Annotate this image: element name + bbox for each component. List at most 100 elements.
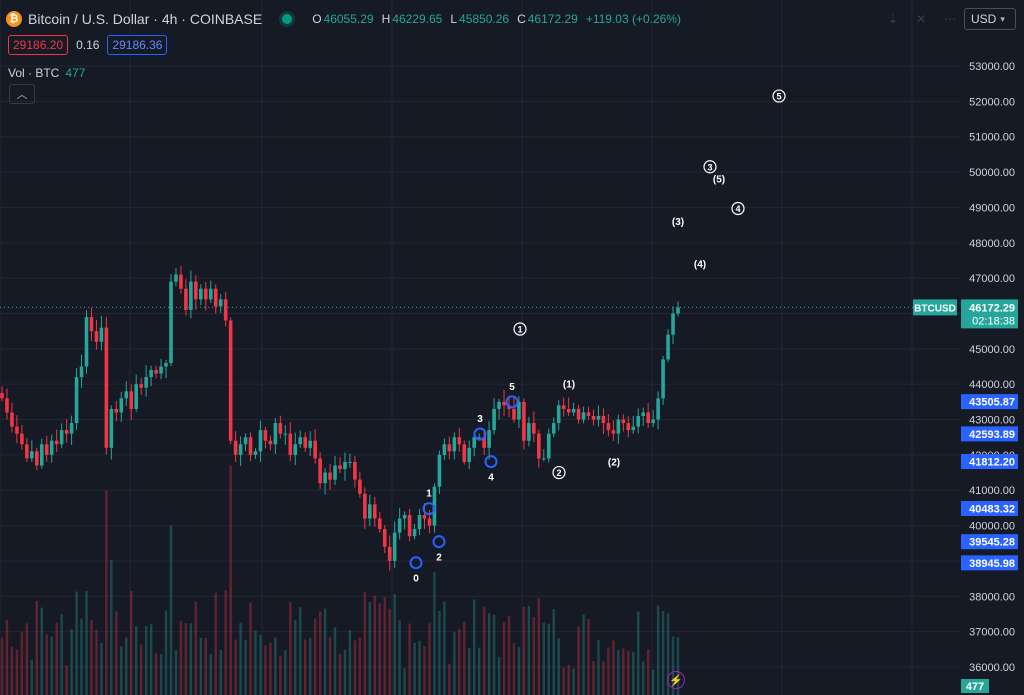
volume-bar <box>557 638 560 695</box>
candle-body <box>238 444 243 455</box>
sell-button[interactable]: 29186.20 <box>8 35 69 55</box>
candle-body <box>174 274 178 282</box>
candle-body <box>159 366 163 374</box>
candle-body <box>10 412 14 427</box>
volume-bar <box>299 607 302 695</box>
volume-bar <box>45 634 48 695</box>
volume-bar <box>100 643 103 695</box>
volume-value: 477 <box>65 66 86 80</box>
candle-body <box>556 405 561 424</box>
wave-marker-circle <box>473 427 487 441</box>
wave-label: (3) <box>672 217 684 228</box>
volume-bar <box>448 663 451 695</box>
volume-legend[interactable]: Vol · BTC 477 <box>8 66 85 80</box>
volume-bar <box>482 606 486 695</box>
volume-bar <box>473 599 476 695</box>
wave-circle <box>552 465 566 480</box>
price-level-tag <box>961 426 1018 442</box>
volume-bar <box>318 611 322 695</box>
candle-body <box>387 546 392 561</box>
volume-bar <box>40 607 43 695</box>
volume-bar <box>189 623 193 695</box>
candle-body <box>139 384 143 388</box>
more-icon[interactable]: ⋯ <box>944 12 957 26</box>
candle-body <box>596 415 601 420</box>
candle-body <box>671 313 675 335</box>
wave-label: (4) <box>694 259 706 270</box>
candle-body <box>64 430 69 434</box>
volume-bar <box>60 614 63 695</box>
candle-body <box>79 366 84 378</box>
market-status-icon[interactable] <box>282 14 293 24</box>
volume-bar <box>438 610 441 695</box>
wave-marker-circle <box>432 535 446 549</box>
price-tick-label: 43000.00 <box>969 415 1015 427</box>
candle-body <box>119 398 124 413</box>
candle-body <box>631 426 636 431</box>
currency-select[interactable]: USD ▾ <box>964 8 1016 30</box>
volume-bar <box>279 656 282 695</box>
candle-body <box>651 419 655 424</box>
candle-body <box>208 288 213 300</box>
candle-body <box>84 317 89 367</box>
price-tick-label: 53000.00 <box>969 61 1015 73</box>
candle-body <box>512 408 516 420</box>
high-value: 46229.65 <box>392 12 443 26</box>
candle-body <box>532 423 536 434</box>
candle-body <box>541 458 546 460</box>
low-label: L <box>450 12 458 26</box>
volume-bar <box>154 652 158 695</box>
candle-body <box>348 461 352 463</box>
volume-bar <box>144 625 148 695</box>
candle-body <box>59 430 64 445</box>
volume-bar <box>264 645 267 695</box>
volume-bar <box>30 659 34 695</box>
candle-body <box>412 529 417 537</box>
volume-tag <box>961 679 989 693</box>
bar-countdown-label: 02:18:38 <box>972 315 1015 327</box>
wave-label: (1) <box>563 380 575 391</box>
candle-body <box>228 320 233 441</box>
volume-bar <box>110 559 113 695</box>
volume-bar <box>259 634 262 695</box>
candle-body <box>636 415 641 427</box>
volume-bar <box>567 664 570 695</box>
volume-bar <box>572 668 575 695</box>
volume-bar <box>547 623 550 695</box>
symbol-title[interactable]: Bitcoin / U.S. Dollar · 4h · COINBASE <box>28 11 263 27</box>
volume-bar <box>602 661 605 695</box>
candle-body <box>343 461 347 470</box>
candle-body <box>621 419 626 424</box>
price-level-label: 41812.20 <box>969 457 1015 469</box>
close-icon[interactable]: ✕ <box>916 12 927 26</box>
volume-label: Vol · BTC <box>8 66 60 80</box>
candle-body <box>243 437 248 445</box>
candle-body <box>382 529 387 547</box>
buy-button[interactable]: 29186.36 <box>107 35 168 55</box>
candle-body <box>417 514 422 530</box>
volume-bar <box>671 636 675 695</box>
collapse-legend-button[interactable]: ︿ <box>9 84 35 104</box>
candle-body <box>164 362 168 367</box>
lightning-icon[interactable]: ⚡ <box>667 671 685 689</box>
current-price-label: 46172.29 <box>969 302 1015 314</box>
volume-bar <box>388 608 391 695</box>
volume-bar <box>214 592 217 695</box>
volume-bar <box>55 622 58 695</box>
volume-bar <box>249 602 252 695</box>
volume-bar <box>269 642 272 695</box>
candle-body <box>442 444 447 455</box>
price-level-tag <box>961 394 1018 410</box>
move-down-icon[interactable]: ⇣ <box>888 12 899 26</box>
candle-body <box>363 493 367 519</box>
candle-body <box>268 440 273 445</box>
volume-bar <box>497 656 501 695</box>
candle-body <box>546 433 551 459</box>
candle-body <box>561 405 566 409</box>
candle-body <box>676 307 680 314</box>
volume-bar <box>35 600 38 695</box>
volume-bar <box>617 649 620 695</box>
candle-body <box>457 437 462 445</box>
bitcoin-icon: ₿ <box>6 11 22 27</box>
